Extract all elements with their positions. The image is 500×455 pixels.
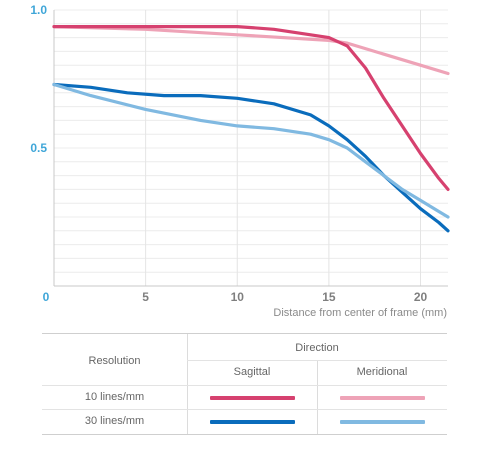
series-line-2: [52, 82, 450, 233]
legend-swatch-30-sagittal: [210, 420, 295, 424]
legend-divider-rows: [42, 409, 447, 410]
series-line-3: [52, 82, 450, 219]
tick-labels: 0.5 1.0 0 5 10 15 20: [30, 3, 427, 304]
x-tick-label: 20: [414, 290, 428, 304]
legend-table: Direction Resolution Sagittal Meridional…: [42, 333, 447, 435]
x-axis-label: Distance from center of frame (mm): [273, 307, 447, 319]
legend-resolution-header: Resolution: [88, 355, 141, 367]
legend-row-30-lines: 30 lines/mm: [84, 415, 145, 427]
grid-lines: [54, 9, 448, 286]
legend-divider-header: [187, 360, 447, 361]
legend-swatch-10-meridional: [340, 396, 425, 400]
legend-sagittal-header: Sagittal: [233, 366, 271, 378]
x-tick-label: 5: [142, 290, 149, 304]
x-tick-label: 0: [43, 290, 50, 304]
legend-divider-subheader: [42, 385, 447, 386]
series-line-1: [52, 25, 450, 76]
legend-row-10-lines: 10 lines/mm: [84, 391, 145, 403]
legend-meridional-header: Meridional: [356, 366, 408, 378]
legend-swatch-30-meridional: [340, 420, 425, 424]
legend-divider-resolution: [187, 334, 188, 434]
legend-swatch-10-sagittal: [210, 396, 295, 400]
legend-divider-direction: [317, 361, 318, 434]
series-lines: [52, 25, 450, 233]
y-tick-label: 0.5: [30, 141, 47, 155]
x-tick-label: 15: [322, 290, 336, 304]
mtf-chart: 0.5 1.0 0 5 10 15 20 Distance from center of f…: [30, 3, 450, 319]
series-line-0: [52, 25, 450, 191]
y-tick-label: 1.0: [30, 3, 47, 17]
x-tick-label: 10: [231, 290, 245, 304]
legend-direction-header: Direction: [295, 342, 339, 354]
axes: [53, 10, 448, 287]
